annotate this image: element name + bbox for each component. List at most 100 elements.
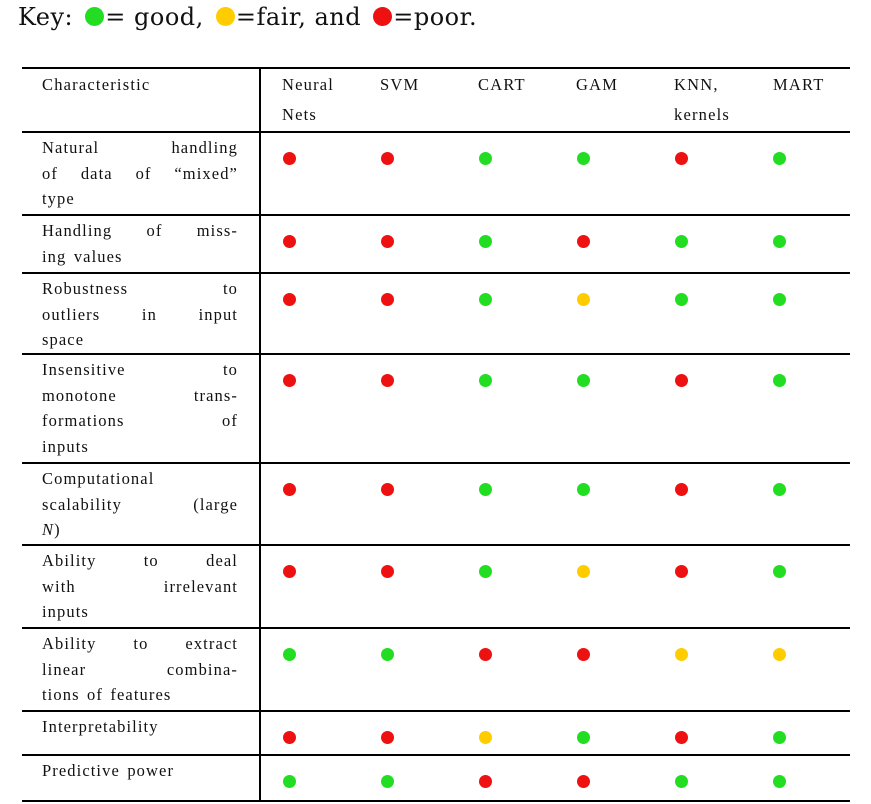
- poor-rating-dot-icon: [282, 482, 296, 496]
- table-top-rule: [22, 67, 850, 69]
- poor-rating-dot-icon: [674, 373, 688, 387]
- row-separator: [22, 462, 850, 464]
- poor-rating-dot-icon: [282, 292, 296, 306]
- characteristic-line: scalability (large: [42, 494, 238, 514]
- fair-rating-dot-icon: [674, 647, 688, 661]
- characteristic-line: inputs: [42, 602, 89, 621]
- characteristic-line: Handling of miss-: [42, 221, 238, 240]
- key-fair-label: =fair, and: [235, 3, 362, 31]
- good-rating-dot-icon: [772, 151, 786, 165]
- good-rating-dot-icon: [772, 292, 786, 306]
- good-rating-dot-icon: [772, 730, 786, 744]
- characteristic-line: Interpretability: [42, 717, 159, 736]
- characteristic-line: linear combina-: [42, 659, 238, 679]
- good-rating-dot-icon: [576, 151, 590, 165]
- row-separator: [22, 754, 850, 756]
- good-rating-dot-icon: [576, 482, 590, 496]
- characteristic-line: of data of “mixed”: [42, 163, 238, 183]
- good-rating-dot-icon: [674, 292, 688, 306]
- characteristic-line: tions of features: [42, 685, 172, 704]
- good-rating-dot-icon: [478, 373, 492, 387]
- poor-rating-dot-icon: [380, 151, 394, 165]
- poor-rating-dot-icon: [380, 292, 394, 306]
- poor-rating-dot-icon: [674, 151, 688, 165]
- characteristic-line: inputs: [42, 436, 89, 456]
- characteristic-line: Predictive power: [42, 761, 175, 780]
- poor-rating-dot-icon: [674, 482, 688, 496]
- fair-rating-dot-icon: [576, 564, 590, 578]
- fair-dot-icon: [215, 7, 235, 26]
- fair-rating-dot-icon: [576, 292, 590, 306]
- poor-rating-dot-icon: [674, 564, 688, 578]
- good-rating-dot-icon: [478, 234, 492, 248]
- poor-dot-icon: [373, 7, 393, 26]
- poor-rating-dot-icon: [576, 647, 590, 661]
- good-rating-dot-icon: [478, 564, 492, 578]
- characteristic-line: Insensitive to: [42, 360, 238, 379]
- characteristic-line: monotone trans-: [42, 385, 238, 405]
- fair-rating-dot-icon: [478, 730, 492, 744]
- table-column-divider: [259, 67, 261, 801]
- characteristic-line: Natural handling: [42, 138, 238, 157]
- poor-rating-dot-icon: [380, 234, 394, 248]
- good-rating-dot-icon: [772, 564, 786, 578]
- characteristic-line: Robustness to: [42, 279, 238, 298]
- poor-rating-dot-icon: [282, 730, 296, 744]
- poor-rating-dot-icon: [380, 373, 394, 387]
- good-rating-dot-icon: [772, 482, 786, 496]
- poor-rating-dot-icon: [380, 564, 394, 578]
- header-method-cart: CART: [478, 75, 526, 94]
- row-separator: [22, 214, 850, 216]
- poor-rating-dot-icon: [282, 564, 296, 578]
- poor-rating-dot-icon: [478, 774, 492, 788]
- table-bottom-rule: [22, 800, 850, 802]
- characteristic-line: ing values: [42, 246, 123, 266]
- good-rating-dot-icon: [772, 373, 786, 387]
- characteristic-cell: Ability to deal with irrelevant inputs: [42, 548, 238, 625]
- characteristic-line: formations of: [42, 411, 238, 430]
- characteristic-line: type: [42, 189, 75, 208]
- poor-rating-dot-icon: [282, 234, 296, 248]
- header-method-gam: GAM: [576, 75, 619, 94]
- good-rating-dot-icon: [674, 234, 688, 248]
- row-separator: [22, 544, 850, 546]
- row-separator: [22, 710, 850, 712]
- characteristic-line: space: [42, 330, 85, 349]
- good-rating-dot-icon: [576, 730, 590, 744]
- good-rating-dot-icon: [772, 234, 786, 248]
- good-rating-dot-icon: [674, 774, 688, 788]
- key-good-label: = good,: [105, 3, 204, 31]
- good-rating-dot-icon: [478, 151, 492, 165]
- key-prefix: Key:: [18, 3, 82, 31]
- header-method-mart: MART: [773, 75, 825, 94]
- row-separator: [22, 272, 850, 274]
- characteristic-cell: Handling of miss-ing values: [42, 218, 238, 269]
- good-rating-dot-icon: [282, 647, 296, 661]
- poor-rating-dot-icon: [674, 730, 688, 744]
- characteristic-line: Ability to extract: [42, 634, 238, 653]
- characteristic-cell: Predictive power: [42, 758, 238, 784]
- characteristic-cell: Insensitive to monotone trans-formations of i…: [42, 357, 238, 459]
- characteristic-cell: Robustness to outliers in input space: [42, 276, 238, 353]
- characteristic-cell: Natural handling of data of “mixed” type: [42, 135, 238, 212]
- header-method-knn-kernels: KNN, kernels: [674, 75, 731, 124]
- characteristic-cell: Computational scalability (large N): [42, 466, 238, 543]
- characteristic-line: Computational: [42, 469, 155, 488]
- key-poor-label: =poor.: [393, 3, 478, 31]
- characteristic-line: with irrelevant: [42, 576, 238, 596]
- good-rating-dot-icon: [380, 647, 394, 661]
- characteristic-line: outliers in input: [42, 304, 238, 324]
- header-method-svm: SVM: [380, 75, 420, 94]
- header-method-neural-nets: Neural Nets: [282, 75, 335, 124]
- good-rating-dot-icon: [282, 774, 296, 788]
- fair-rating-dot-icon: [772, 647, 786, 661]
- good-rating-dot-icon: [478, 482, 492, 496]
- poor-rating-dot-icon: [282, 373, 296, 387]
- header-characteristic: Characteristic: [42, 75, 151, 94]
- key-legend: Key: = good, =fair, and =poor.: [18, 2, 477, 32]
- row-separator: [22, 627, 850, 629]
- poor-rating-dot-icon: [380, 730, 394, 744]
- poor-rating-dot-icon: [576, 234, 590, 248]
- row-separator: [22, 353, 850, 355]
- characteristic-cell: Ability to extract linear combina-tions of fea…: [42, 631, 238, 708]
